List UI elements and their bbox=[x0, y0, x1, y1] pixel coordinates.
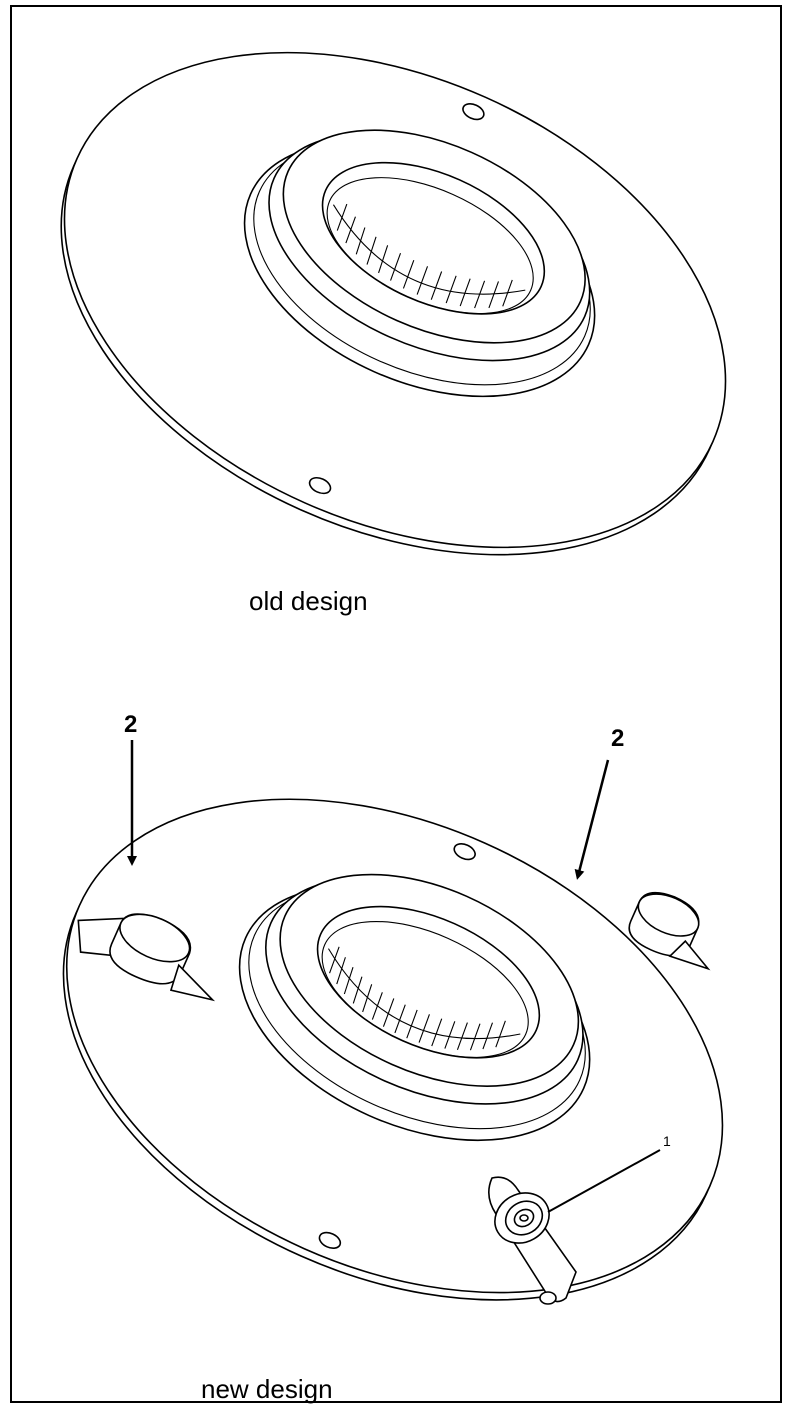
new-design-plate bbox=[62, 798, 724, 1301]
callout-leader-1 bbox=[547, 1149, 661, 1213]
old-design-mounting-hole bbox=[462, 102, 485, 121]
new-design-valve-fitting bbox=[488, 1176, 577, 1305]
new-design-locating-pin-left bbox=[77, 913, 216, 1002]
old-design-plate bbox=[60, 51, 727, 556]
page-border bbox=[10, 5, 782, 1403]
old-design-mounting-hole bbox=[308, 476, 332, 495]
new-design-locating-pin-right bbox=[628, 891, 711, 971]
old-design-spline-teeth bbox=[326, 177, 534, 315]
new-design-mounting-hole bbox=[453, 843, 476, 861]
old-design-caption: old design bbox=[249, 586, 368, 616]
new-design-caption: new design bbox=[201, 1374, 333, 1404]
new-design-mounting-hole bbox=[318, 1231, 342, 1250]
callout-label-right: 2 bbox=[611, 725, 624, 752]
new-design-spline-teeth bbox=[321, 920, 529, 1058]
callout-arrow-right bbox=[574, 759, 610, 880]
callout-label-left: 2 bbox=[124, 711, 137, 738]
callout-label-small: 1 bbox=[663, 1133, 671, 1149]
